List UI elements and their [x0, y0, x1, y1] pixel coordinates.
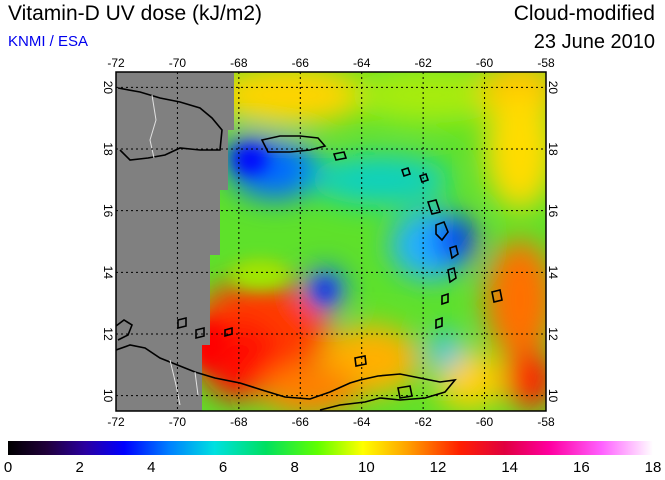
no-data-region [116, 72, 234, 411]
lat-tick-label: 20 [546, 81, 560, 95]
credit-link[interactable]: KNMI / ESA [8, 33, 89, 50]
map-title: Vitamin-D UV dose (kJ/m2) [8, 2, 263, 25]
lat-tick-label: 10 [546, 389, 560, 403]
lon-tick-label: -60 [476, 56, 494, 70]
colorbar-tick-label: 0 [3, 459, 13, 476]
lon-ticks-top: -72 -70 -68 -66 -64 -62 -60 -58 [107, 56, 555, 70]
colorbar-tick-label: 10 [357, 459, 375, 476]
lon-tick-label: -58 [537, 415, 555, 429]
colorbar-tick-label: 6 [218, 459, 228, 476]
lat-tick-label: 20 [101, 81, 115, 95]
lat-tick-label: 14 [101, 266, 115, 280]
lat-ticks-right: 10 12 14 16 18 20 [546, 81, 560, 403]
lon-ticks-bottom: -72 -70 -68 -66 -64 -62 -60 -58 [107, 415, 555, 429]
colorbar-tick-label: 8 [290, 459, 299, 476]
lat-tick-label: 16 [101, 204, 115, 218]
map-frame [115, 71, 547, 412]
lon-tick-label: -72 [107, 415, 125, 429]
lon-tick-label: -64 [353, 56, 371, 70]
colorbar-tick-label: 16 [572, 459, 590, 476]
colorbar-tick-label: 12 [429, 459, 447, 476]
colorbar-tick-label: 2 [75, 459, 84, 476]
lat-tick-label: 18 [546, 142, 560, 156]
lat-tick-label: 12 [546, 327, 560, 341]
lon-tick-label: -72 [107, 56, 125, 70]
map-date: 23 June 2010 [533, 31, 655, 53]
lat-ticks-left: 10 12 14 16 18 20 [101, 81, 115, 403]
colorbar [8, 441, 653, 455]
lon-tick-label: -70 [169, 56, 187, 70]
colorbar-tick-label: 18 [644, 459, 662, 476]
lat-tick-label: 18 [101, 142, 115, 156]
lon-tick-label: -58 [537, 56, 555, 70]
lat-tick-label: 14 [546, 266, 560, 280]
lon-tick-label: -66 [292, 56, 310, 70]
lat-tick-label: 12 [101, 327, 115, 341]
lon-tick-label: -60 [476, 415, 494, 429]
lat-tick-label: 16 [546, 204, 560, 218]
lon-tick-label: -68 [230, 56, 248, 70]
lon-tick-label: -64 [353, 415, 371, 429]
map-subtitle: Cloud-modified [513, 2, 655, 25]
graticule [116, 72, 546, 411]
uv-dose-field [116, 72, 546, 411]
lon-tick-label: -62 [414, 56, 432, 70]
colorbar-tick-label: 14 [501, 459, 518, 476]
land-outlines [116, 87, 503, 411]
lon-tick-label: -68 [230, 415, 248, 429]
lon-tick-label: -70 [169, 415, 187, 429]
colorbar-tick-label: 4 [147, 459, 156, 476]
lat-tick-label: 10 [101, 389, 115, 403]
lon-tick-label: -62 [414, 415, 432, 429]
lon-tick-label: -66 [292, 415, 310, 429]
